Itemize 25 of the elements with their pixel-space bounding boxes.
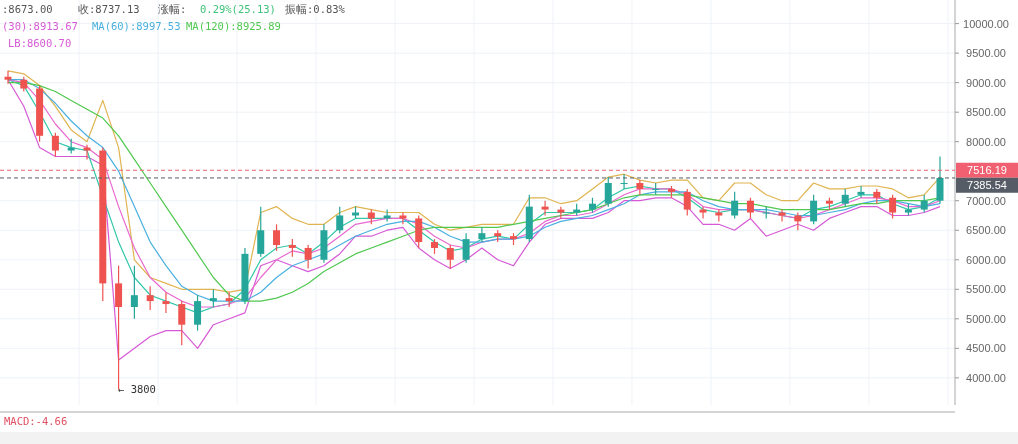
y-tick-label: 9000.00 [966,76,1006,89]
annotation: MA(60):8997.53 [92,20,181,32]
annotation: 收:8737.13 [78,3,140,15]
annotation: 振幅:0.83% [285,3,346,15]
ref-line-label: 7385.54 [967,179,1007,192]
annotation: LB:8600.70 [8,37,72,49]
y-tick-label: 10000.00 [963,17,1009,30]
ref-line-label: 7516.19 [967,164,1007,177]
y-tick-label: 6000.00 [966,253,1006,266]
annotation: :8673.00 [2,3,53,15]
y-tick-label: 4000.00 [966,371,1006,384]
annotation: (30):8913.67 [2,20,78,32]
y-tick-label: 5000.00 [966,312,1006,325]
y-tick-label: 7000.00 [966,194,1006,207]
y-tick-label: 4500.00 [966,342,1006,355]
annotation: 涨幅: [158,3,187,15]
y-tick-label: 6500.00 [966,224,1006,237]
y-tick-label: 9500.00 [966,47,1006,60]
annotation: ← 3800 [118,383,156,395]
text: MACD:-4.66 [4,415,68,427]
annotation: 0.29%(25.13) [200,3,276,15]
y-tick-label: 5500.00 [966,283,1006,296]
y-tick-label: 8000.00 [966,135,1006,148]
y-tick-label: 8500.00 [966,106,1006,119]
annotation: MA(120):8925.89 [186,20,281,32]
